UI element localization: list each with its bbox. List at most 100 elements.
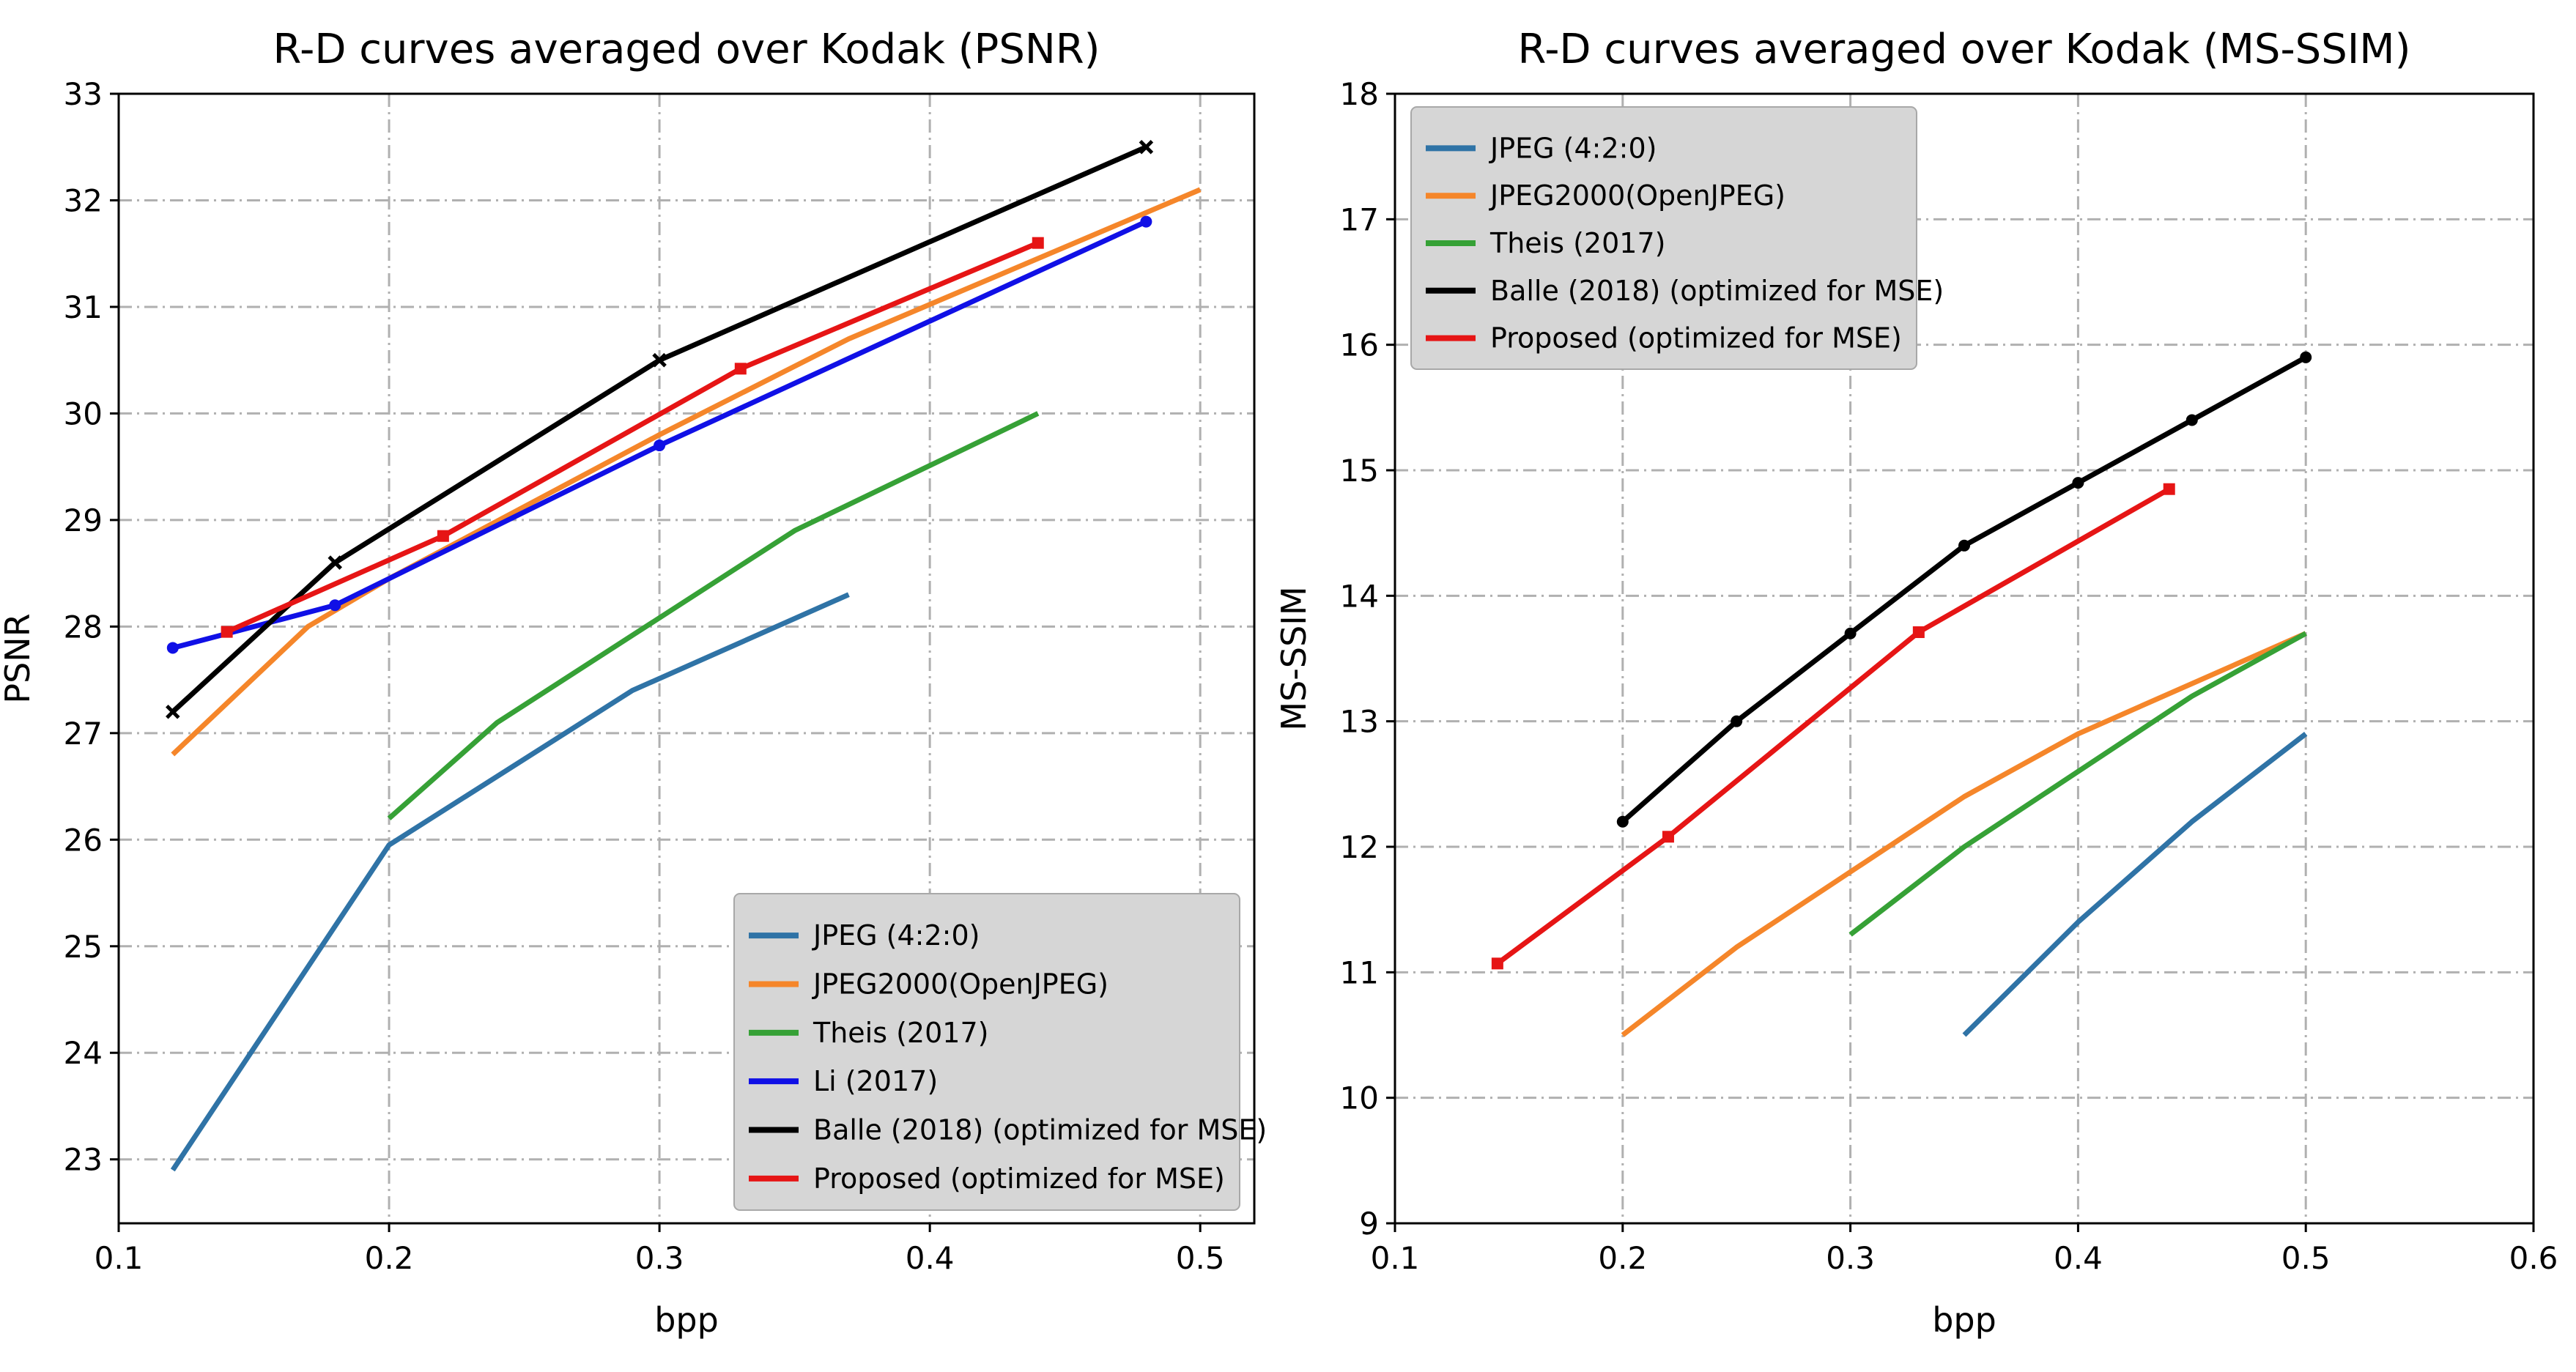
legend-item: Balle (2018) (optimized for MSE) [1426,275,1944,307]
legend-label: Balle (2018) (optimized for MSE) [1490,275,1944,307]
data-point [166,642,179,654]
y-tick-label: 30 [64,396,103,431]
legend-item: JPEG (4:2:0) [1426,132,1657,164]
data-point [1731,715,1743,727]
series-line [171,219,1147,650]
series-theis-2017 [1848,631,2307,937]
series-proposed-optimized-for-mse [1491,483,2175,970]
series-line [1495,486,2171,966]
data-point [437,530,449,542]
legend-item: Proposed (optimized for MSE) [1426,322,1902,355]
series-line [1621,631,2307,1037]
y-tick-label: 29 [64,503,103,538]
y-tick-label: 12 [1340,829,1379,865]
legend-item: Proposed (optimized for MSE) [749,1163,1225,1195]
chart-title: R-D curves averaged over Kodak (MS-SSIM) [1518,26,2411,73]
data-point [221,626,233,638]
data-point [1662,831,1674,843]
data-point [1616,815,1629,828]
y-tick-label: 23 [64,1142,103,1178]
series-line [171,187,1202,757]
axes-frame [117,92,1256,1225]
legend-label: Proposed (optimized for MSE) [1490,322,1902,355]
x-tick-label: 0.3 [635,1240,684,1276]
data-point [1958,539,1970,552]
x-tick-label: 0.4 [906,1240,955,1276]
y-axis-label: MS-SSIM [1274,586,1314,730]
legend-label: JPEG (4:2:0) [1489,132,1657,164]
data-point [1844,627,1857,639]
y-tick-label: 26 [64,822,103,858]
series-jpeg-4-2-0 [1962,732,2308,1037]
legend-label: JPEG2000(OpenJPEG) [1489,179,1785,212]
legend-label: Theis (2017) [813,1017,988,1049]
y-axis-label: PSNR [0,613,37,703]
legend-item: JPEG2000(OpenJPEG) [1426,179,1785,212]
y-tick-label: 32 [64,182,103,218]
legend-item: JPEG2000(OpenJPEG) [749,968,1109,1001]
x-tick-label: 0.6 [2509,1240,2558,1276]
series-line [171,144,1147,714]
series-line [387,411,1040,820]
x-tick-label: 0.3 [1826,1240,1875,1276]
data-point [327,555,343,570]
data-point [166,704,180,719]
axes-frame [1394,92,2535,1225]
legend: JPEG (4:2:0) JPEG2000(OpenJPEG) Theis (201… [733,893,1267,1211]
series-line [226,240,1040,634]
x-tick-label: 0.1 [95,1240,144,1276]
x-tick-label: 0.4 [2054,1240,2103,1276]
legend-label: Li (2017) [813,1065,938,1097]
y-tick-label: 17 [1340,201,1379,237]
y-tick-label: 31 [64,289,103,325]
y-tick-label: 15 [1340,453,1379,489]
data-point [2185,414,2198,426]
data-point [2163,483,2175,495]
ticks [110,92,1202,1232]
y-tick-label: 33 [64,76,103,112]
series-line [1848,631,2307,937]
x-tick-label: 0.1 [1371,1240,1420,1276]
data-point [1491,957,1503,970]
y-tick-label: 18 [1340,76,1379,112]
chart-title: R-D curves averaged over Kodak (PSNR) [273,26,1100,73]
series-theis-2017 [387,411,1040,820]
series-li-2017 [166,215,1152,654]
legend-item: Theis (2017) [1426,227,1665,259]
data-point [1139,139,1154,155]
gridlines [119,94,1254,1223]
data-point [329,599,341,612]
data-point [652,352,667,368]
legend-label: Proposed (optimized for MSE) [813,1163,1225,1195]
legend-label: JPEG2000(OpenJPEG) [812,968,1109,1001]
data-point [2072,477,2084,489]
legend-item: JPEG (4:2:0) [749,919,980,952]
series-jpeg2000-openjpeg [1621,631,2307,1037]
y-tick-label: 28 [64,609,103,645]
x-tick-label: 0.5 [1176,1240,1225,1276]
series-balle-2018-optimized-for-mse [166,139,1154,719]
y-tick-label: 11 [1340,954,1379,990]
series-proposed-optimized-for-mse [221,237,1044,638]
data-point [1032,237,1044,249]
legend-item: Balle (2018) (optimized for MSE) [749,1114,1267,1146]
y-tick-label: 13 [1340,704,1379,740]
data-point [734,363,747,375]
y-tick-label: 27 [64,716,103,752]
x-axis-label: bpp [1932,1300,1996,1340]
x-tick-label: 0.5 [2281,1240,2331,1276]
chart-panel-1: 0.1 0.2 0.3 0.4 0.5 23 24 25 26 27 28 29 30 31 32 33 R-D… [0,26,1267,1340]
series-line [170,592,850,1172]
y-tick-label: 16 [1340,327,1379,363]
chart-panel-2: 0.1 0.2 0.3 0.4 0.5 0.6 9 10 11 12 13 14 15 16 17 18 R-D… [1274,26,2558,1340]
data-point [2300,351,2312,363]
data-point [1912,626,1925,639]
legend-box [1410,106,1917,370]
y-tick-label: 24 [64,1035,103,1071]
legend-label: JPEG (4:2:0) [812,919,980,952]
ticks [1386,92,2535,1232]
data-point [1140,215,1152,228]
legend: JPEG (4:2:0) JPEG2000(OpenJPEG) Theis (201… [1410,106,1944,370]
